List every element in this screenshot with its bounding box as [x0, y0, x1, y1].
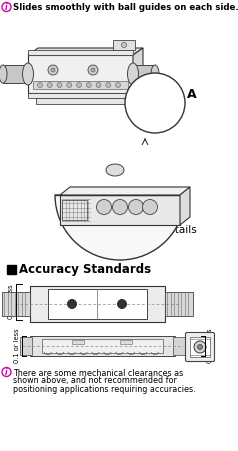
Circle shape: [67, 83, 72, 87]
Ellipse shape: [51, 68, 55, 72]
Circle shape: [47, 83, 52, 87]
Text: 0.1 or less: 0.1 or less: [8, 285, 14, 319]
Text: A Details: A Details: [150, 225, 197, 235]
Ellipse shape: [106, 164, 124, 176]
Bar: [28, 50, 133, 55]
Bar: [36, 98, 125, 104]
Text: A: A: [187, 88, 197, 101]
Text: 0.1 or less: 0.1 or less: [14, 329, 20, 364]
Ellipse shape: [122, 42, 127, 47]
Circle shape: [106, 83, 111, 87]
Text: There are some mechanical clearances as: There are some mechanical clearances as: [13, 368, 183, 377]
FancyBboxPatch shape: [185, 332, 214, 362]
Circle shape: [198, 345, 203, 350]
Polygon shape: [60, 187, 190, 195]
Text: Accuracy Standards: Accuracy Standards: [19, 263, 151, 276]
Ellipse shape: [48, 65, 58, 75]
Circle shape: [86, 83, 91, 87]
Circle shape: [76, 83, 81, 87]
Bar: [7, 265, 16, 274]
Bar: [33, 81, 128, 89]
Circle shape: [143, 199, 158, 215]
Ellipse shape: [0, 65, 7, 83]
Wedge shape: [55, 195, 185, 260]
Circle shape: [125, 73, 185, 133]
Ellipse shape: [151, 65, 159, 83]
Polygon shape: [28, 48, 143, 55]
Bar: [42, 339, 163, 353]
Ellipse shape: [128, 63, 139, 85]
Bar: [30, 286, 165, 322]
Ellipse shape: [23, 63, 34, 85]
Bar: [113, 40, 135, 50]
Text: shown above, and not recommended for: shown above, and not recommended for: [13, 377, 177, 386]
Text: i: i: [5, 368, 8, 377]
Polygon shape: [180, 187, 190, 225]
Bar: [30, 336, 175, 356]
Bar: [60, 195, 180, 225]
Text: i: i: [5, 3, 8, 12]
Circle shape: [194, 341, 206, 353]
Bar: [48, 289, 147, 319]
Bar: [3, 65, 28, 83]
Polygon shape: [28, 55, 133, 93]
Text: positioning applications requiring accuracies.: positioning applications requiring accur…: [13, 385, 196, 394]
Bar: [190, 337, 210, 357]
Bar: [28, 93, 133, 98]
Circle shape: [113, 199, 128, 215]
Circle shape: [68, 299, 76, 308]
Ellipse shape: [91, 68, 95, 72]
Bar: [2, 292, 30, 316]
Bar: [165, 292, 193, 316]
Circle shape: [96, 199, 111, 215]
Circle shape: [118, 299, 127, 308]
Circle shape: [2, 3, 11, 11]
Circle shape: [129, 199, 144, 215]
Circle shape: [2, 368, 11, 377]
Bar: [72, 340, 84, 344]
Ellipse shape: [88, 65, 98, 75]
Circle shape: [115, 83, 120, 87]
FancyBboxPatch shape: [173, 337, 185, 355]
FancyBboxPatch shape: [20, 337, 32, 355]
Circle shape: [57, 83, 62, 87]
Bar: [120, 340, 132, 344]
Text: 0.1 or less: 0.1 or less: [207, 329, 213, 364]
Polygon shape: [133, 48, 143, 93]
Text: Slides smoothly with ball guides on each side.: Slides smoothly with ball guides on each…: [13, 3, 238, 11]
Bar: [133, 65, 155, 83]
Circle shape: [38, 83, 43, 87]
Circle shape: [96, 83, 101, 87]
